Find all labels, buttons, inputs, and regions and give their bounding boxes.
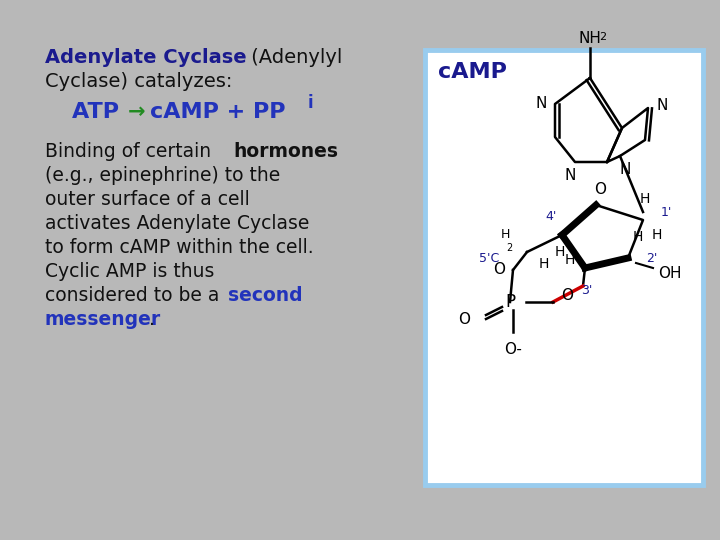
Text: Cyclic AMP is thus: Cyclic AMP is thus [45, 262, 215, 281]
Text: H: H [539, 257, 549, 271]
Text: second: second [228, 286, 302, 305]
Text: Binding of certain: Binding of certain [45, 142, 217, 161]
Text: H: H [564, 253, 575, 267]
Text: i: i [308, 94, 314, 112]
Text: cAMP: cAMP [438, 62, 507, 82]
Text: 2: 2 [506, 243, 512, 253]
Text: 4': 4' [546, 210, 557, 223]
Text: (Adenylyl: (Adenylyl [245, 48, 343, 67]
Text: OH: OH [658, 266, 682, 280]
Text: →: → [128, 102, 145, 122]
Text: (e.g., epinephrine) to the: (e.g., epinephrine) to the [45, 166, 280, 185]
Text: N: N [657, 98, 667, 113]
Text: to form cAMP within the cell.: to form cAMP within the cell. [45, 238, 314, 257]
Text: activates Adenylate Cyclase: activates Adenylate Cyclase [45, 214, 310, 233]
Text: H: H [555, 245, 565, 259]
Text: O-: O- [504, 342, 522, 357]
Text: Cyclase) catalyzes:: Cyclase) catalyzes: [45, 72, 233, 91]
Text: H: H [652, 228, 662, 242]
Text: 5'C: 5'C [479, 252, 499, 265]
Text: N: N [535, 97, 546, 111]
Text: O: O [594, 182, 606, 197]
Text: H: H [500, 227, 510, 240]
Text: 1': 1' [661, 206, 672, 219]
Text: cAMP + PP: cAMP + PP [150, 102, 286, 122]
Text: 2: 2 [600, 32, 606, 42]
Text: O: O [493, 262, 505, 278]
Text: Adenylate Cyclase: Adenylate Cyclase [45, 48, 247, 67]
Text: P: P [505, 293, 515, 311]
Text: .: . [149, 310, 155, 329]
Text: 3': 3' [581, 284, 593, 297]
Text: H: H [633, 230, 643, 244]
Text: NH: NH [579, 31, 601, 46]
Text: messenger: messenger [45, 310, 161, 329]
Text: O: O [458, 313, 470, 327]
Text: N: N [564, 168, 576, 184]
Text: outer surface of a cell: outer surface of a cell [45, 190, 250, 209]
Text: O: O [561, 288, 573, 303]
Text: considered to be a: considered to be a [45, 286, 225, 305]
FancyBboxPatch shape [425, 50, 703, 485]
Text: 2': 2' [646, 252, 657, 265]
Text: hormones: hormones [233, 142, 338, 161]
Text: N: N [619, 163, 631, 178]
Text: ATP: ATP [72, 102, 127, 122]
Text: H: H [640, 192, 650, 206]
